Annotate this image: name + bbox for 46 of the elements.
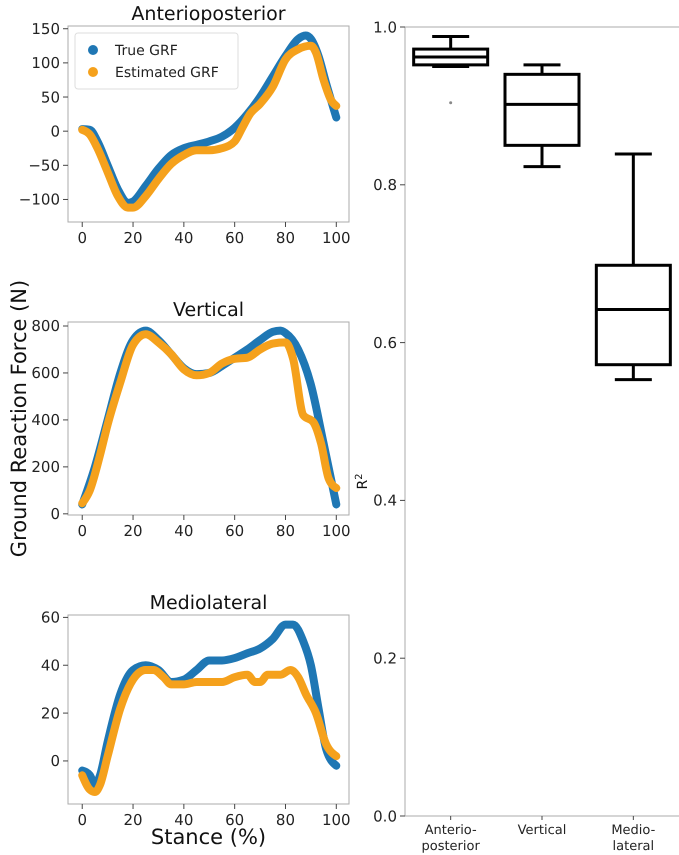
- y-tick-label: 600: [31, 364, 60, 382]
- x-tick-label: 0: [77, 522, 87, 540]
- x-tick-label: 0: [77, 229, 87, 247]
- y-tick-label: 0: [50, 505, 60, 524]
- y-tick-label: 0: [50, 752, 60, 770]
- y-tick-label: 0.0: [373, 807, 397, 826]
- x-tick-label: 100: [322, 229, 351, 247]
- x-tick-label: 100: [322, 811, 351, 829]
- x-tick-label: Medio- lateral: [611, 823, 656, 854]
- x-tick-label: 80: [276, 811, 296, 829]
- y-tick-label: 0: [50, 122, 60, 140]
- x-tick-label: Anterio- posterior: [421, 823, 480, 854]
- y-tick-label: 0.2: [373, 649, 397, 668]
- x-tick-label: Vertical: [518, 823, 566, 838]
- y-tick-label: 40: [40, 656, 60, 674]
- y-tick-label: 1.0: [373, 18, 397, 36]
- x-tick-label: 80: [276, 229, 296, 247]
- chart-title: Vertical: [172, 299, 244, 321]
- y-tick-label: −100: [18, 190, 60, 209]
- y-tick-label: 400: [31, 411, 60, 430]
- chart-title: Mediolateral: [150, 592, 268, 614]
- x-tick-label: 20: [123, 811, 143, 829]
- chart-title: Anterioposterior: [131, 3, 286, 25]
- x-tick-label: 80: [276, 522, 296, 540]
- y-tick-label: 200: [31, 458, 60, 476]
- y-tick-label: 20: [40, 704, 60, 722]
- y-tick-label: 0.8: [373, 176, 397, 194]
- y-tick-label: 100: [31, 54, 60, 72]
- x-tick-label: 20: [123, 229, 143, 247]
- y-tick-label: 800: [31, 317, 60, 336]
- y-tick-label: 0.6: [373, 334, 397, 352]
- x-tick-label: 0: [77, 811, 87, 829]
- x-tick-label: 40: [174, 522, 194, 540]
- x-tick-label: 60: [225, 522, 244, 540]
- y-tick-label: −50: [28, 156, 60, 175]
- x-tick-label: 40: [174, 229, 194, 247]
- x-tick-label: 60: [225, 229, 244, 247]
- y-tick-label: 0.4: [373, 492, 397, 510]
- x-tick-label: 100: [322, 522, 351, 540]
- y-tick-label: 150: [31, 20, 60, 38]
- y-axis-title: Ground Reaction Force (N): [7, 280, 31, 558]
- y-tick-label: 60: [40, 608, 60, 627]
- y-tick-label: 50: [40, 88, 60, 106]
- legend-label: Estimated GRF: [115, 64, 219, 81]
- legend-label: True GRF: [114, 42, 178, 59]
- x-tick-label: 20: [123, 522, 143, 540]
